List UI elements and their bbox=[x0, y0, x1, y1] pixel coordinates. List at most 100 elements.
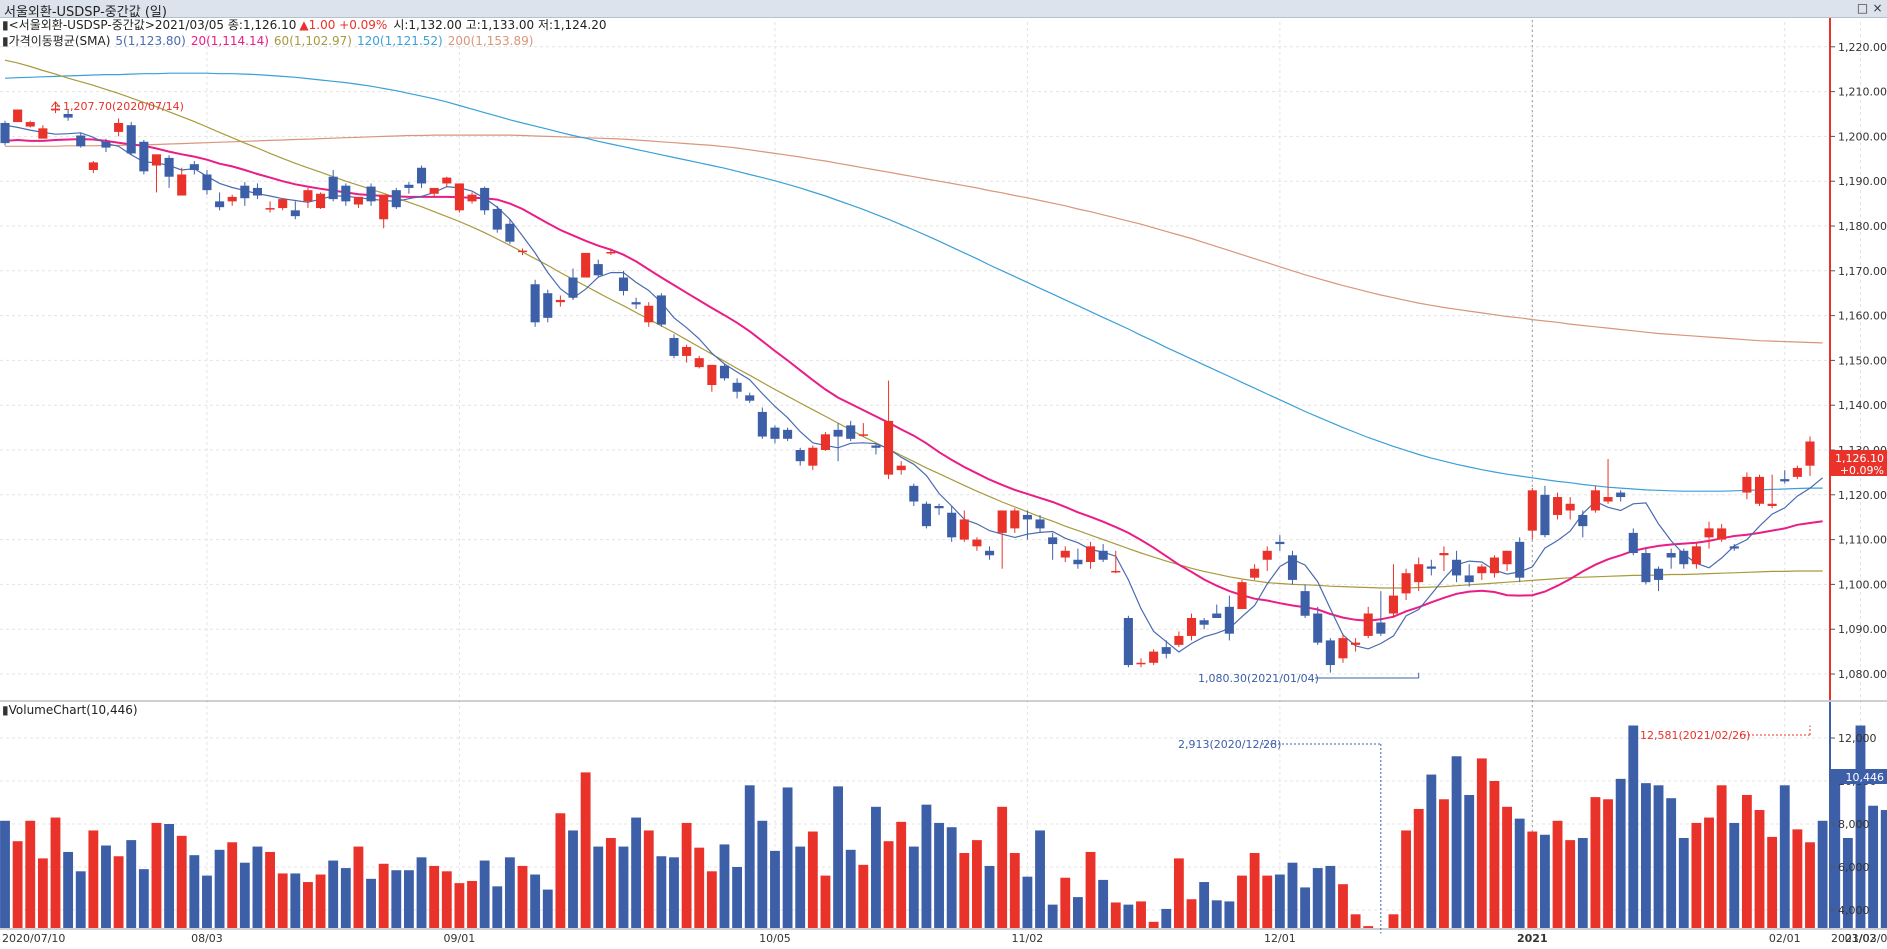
volume-bar bbox=[1716, 785, 1727, 928]
candle bbox=[1515, 537, 1525, 583]
candle bbox=[884, 380, 894, 480]
date-axis: 2020/07/10 08/03 09/01 10/05 11/02 12/01 2021 0… bbox=[2, 932, 1887, 945]
candle-body bbox=[1578, 514, 1588, 527]
candle-body bbox=[379, 194, 389, 220]
candle bbox=[454, 183, 464, 213]
date-tick-label: 09/01 bbox=[444, 932, 476, 945]
candle bbox=[252, 183, 262, 200]
sma-legend: ▮가격이동평균(SMA) 5(1,123.80) 20(1,114.14) 60(1,… bbox=[2, 34, 533, 48]
price-tick-label: 1,120.00 bbox=[1838, 489, 1887, 502]
candle bbox=[215, 192, 225, 211]
candle-body bbox=[732, 382, 742, 392]
candle-body bbox=[454, 183, 464, 211]
volume-bar bbox=[1237, 875, 1247, 928]
volume-bar bbox=[946, 827, 957, 928]
volume-bar bbox=[176, 835, 187, 928]
candle-body bbox=[353, 196, 363, 205]
volume-bar bbox=[75, 871, 86, 928]
candle-body bbox=[1300, 591, 1310, 616]
candle-body bbox=[517, 250, 528, 253]
candle-body bbox=[568, 277, 578, 298]
volume-tick-label: 4,000 bbox=[1838, 904, 1870, 917]
candle bbox=[1174, 631, 1184, 648]
current-volume: 10,446 bbox=[1846, 771, 1885, 784]
candle-body bbox=[581, 252, 591, 278]
price-high-arrow bbox=[51, 101, 60, 108]
volume-bar bbox=[189, 855, 200, 928]
candle bbox=[618, 270, 629, 296]
maximize-button[interactable]: □ bbox=[1856, 1, 1869, 15]
current-volume-badge: 10,446 bbox=[1831, 769, 1887, 784]
candle-body bbox=[366, 186, 376, 202]
candle-body bbox=[1363, 613, 1373, 636]
volume-bar bbox=[1312, 868, 1323, 928]
candle bbox=[593, 259, 603, 278]
candle bbox=[492, 205, 502, 233]
volume-bar bbox=[555, 813, 566, 928]
price-tick-label: 1,180.00 bbox=[1838, 220, 1887, 233]
volume-bar bbox=[1678, 837, 1689, 928]
candle-body bbox=[1111, 570, 1121, 573]
volume-bar bbox=[63, 851, 74, 928]
volume-bar bbox=[25, 820, 36, 928]
candle-body bbox=[1679, 550, 1689, 565]
volume-bar bbox=[694, 847, 705, 928]
date-tick-label: 02/01 bbox=[1769, 932, 1801, 945]
volume-bar bbox=[391, 870, 402, 928]
volume-bar bbox=[833, 786, 843, 928]
candle bbox=[1212, 604, 1222, 618]
date-tick-label: 12/01 bbox=[1264, 932, 1296, 945]
candle-body bbox=[884, 420, 894, 475]
candle bbox=[303, 187, 313, 209]
candle bbox=[1149, 649, 1159, 666]
volume-bar bbox=[1413, 808, 1424, 928]
volume-bar bbox=[1691, 822, 1702, 928]
candle bbox=[1250, 564, 1260, 580]
candle-body bbox=[391, 190, 401, 208]
volume-bar bbox=[290, 873, 301, 928]
volume-bar bbox=[454, 883, 465, 928]
volume-bar bbox=[1577, 837, 1588, 928]
candle-body bbox=[719, 365, 730, 379]
volume-bar bbox=[669, 857, 679, 928]
price-tick-label: 1,170.00 bbox=[1838, 265, 1887, 278]
candle-body bbox=[795, 450, 805, 462]
candle bbox=[947, 506, 957, 542]
volume-tick-label: 6,000 bbox=[1838, 861, 1870, 874]
candle-body bbox=[303, 190, 313, 202]
candle-body bbox=[1717, 528, 1727, 540]
volume-bar bbox=[984, 865, 995, 928]
volume-bar bbox=[1035, 830, 1045, 928]
candle-body bbox=[126, 125, 136, 154]
volume-bar bbox=[1148, 921, 1159, 928]
candle-body bbox=[1704, 528, 1714, 538]
candle bbox=[126, 122, 136, 156]
candle bbox=[63, 109, 73, 121]
volume-bar bbox=[1830, 782, 1841, 928]
candle-body bbox=[1338, 638, 1348, 659]
candle-body bbox=[1666, 553, 1676, 558]
volume-bar bbox=[908, 846, 919, 928]
volume-bar bbox=[1098, 879, 1109, 928]
candle bbox=[1376, 591, 1386, 636]
candle-body bbox=[1123, 618, 1133, 666]
volume-bar bbox=[214, 849, 225, 928]
candle bbox=[985, 546, 995, 560]
candle bbox=[13, 109, 23, 123]
candle-body bbox=[1439, 553, 1449, 556]
volume-bar bbox=[1300, 887, 1311, 928]
sma120-line bbox=[4, 72, 1823, 492]
candle-body bbox=[1313, 613, 1323, 643]
price-tick-label: 1,220.00 bbox=[1838, 41, 1887, 54]
candle bbox=[1565, 497, 1575, 520]
candle-body bbox=[833, 429, 843, 437]
candle bbox=[1085, 541, 1096, 569]
volume-bar bbox=[1338, 884, 1348, 928]
candle-body bbox=[934, 506, 944, 509]
close-button[interactable]: × bbox=[1872, 1, 1883, 15]
volume-bar bbox=[1009, 853, 1020, 928]
volume-bar bbox=[50, 817, 61, 928]
volume-bar bbox=[744, 785, 755, 928]
candle-body bbox=[656, 295, 666, 325]
